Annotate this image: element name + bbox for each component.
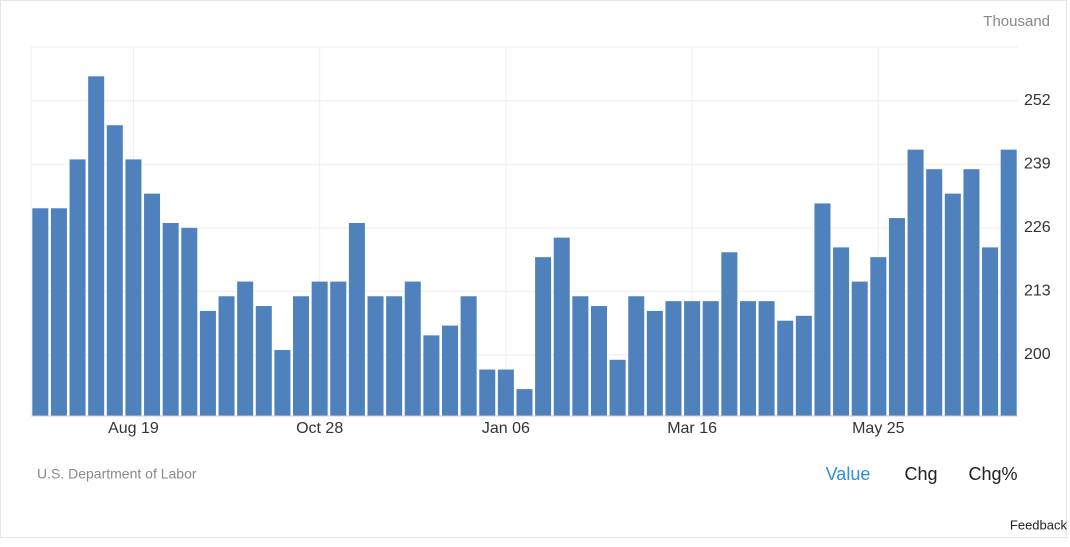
bar — [628, 296, 645, 416]
bar — [330, 281, 347, 416]
bar — [293, 296, 310, 416]
x-tick-label: Oct 28 — [296, 420, 343, 437]
bar — [50, 208, 67, 416]
bar — [870, 257, 887, 416]
feedback[interactable]: Feedback — [1010, 517, 1068, 532]
bar — [814, 203, 831, 416]
bar — [88, 76, 105, 417]
bar — [795, 315, 812, 416]
bar — [590, 306, 607, 416]
x-tick-label: Jan 06 — [482, 420, 530, 437]
y-tick-label: 226 — [1024, 219, 1051, 236]
tab[interactable]: Value — [826, 464, 871, 484]
bar — [386, 296, 403, 416]
y-tick-label: 252 — [1024, 92, 1051, 109]
bar — [162, 222, 179, 416]
bar — [982, 247, 999, 416]
bar — [106, 125, 123, 417]
bar — [684, 301, 701, 416]
bar — [758, 301, 775, 416]
bar — [963, 169, 980, 416]
bar — [460, 296, 477, 416]
bar — [609, 359, 626, 416]
x-tick-label: Mar 16 — [667, 420, 717, 437]
bar — [553, 237, 570, 416]
bar — [348, 222, 365, 416]
bar — [572, 296, 589, 416]
bar — [311, 281, 328, 416]
x-tick-label: Aug 19 — [108, 420, 159, 437]
bar — [646, 310, 663, 416]
bar — [199, 310, 216, 416]
bar — [888, 218, 905, 416]
y-tick-label: 200 — [1024, 346, 1051, 363]
bar — [367, 296, 384, 416]
bar — [479, 369, 496, 416]
bar — [423, 335, 440, 416]
bar — [907, 149, 924, 417]
bar — [833, 247, 850, 416]
bar — [1000, 149, 1017, 417]
bar — [721, 252, 738, 416]
bar — [218, 296, 235, 416]
bar — [69, 159, 86, 417]
tab[interactable]: Chg% — [968, 464, 1017, 484]
bar — [125, 159, 142, 417]
source: U.S. Department of Labor — [37, 466, 197, 482]
bar — [516, 389, 533, 416]
bar — [926, 169, 943, 416]
tab[interactable]: Chg — [904, 464, 937, 484]
bar — [404, 281, 421, 416]
y-tick-label: 239 — [1024, 156, 1051, 173]
bar — [255, 306, 272, 416]
bar — [535, 257, 552, 416]
unit-label: Thousand — [983, 13, 1050, 30]
bar — [442, 325, 459, 416]
bar — [274, 350, 291, 416]
bar — [144, 193, 161, 416]
bar — [181, 227, 198, 416]
bar — [32, 208, 49, 416]
bar — [497, 369, 514, 416]
x-tick-label: May 25 — [852, 420, 905, 437]
bar — [944, 193, 961, 416]
bar — [665, 301, 682, 416]
bar — [739, 301, 756, 416]
bar — [851, 281, 868, 416]
y-tick-label: 213 — [1024, 283, 1051, 300]
bar — [777, 320, 794, 416]
bar — [237, 281, 254, 416]
bar — [702, 301, 719, 416]
